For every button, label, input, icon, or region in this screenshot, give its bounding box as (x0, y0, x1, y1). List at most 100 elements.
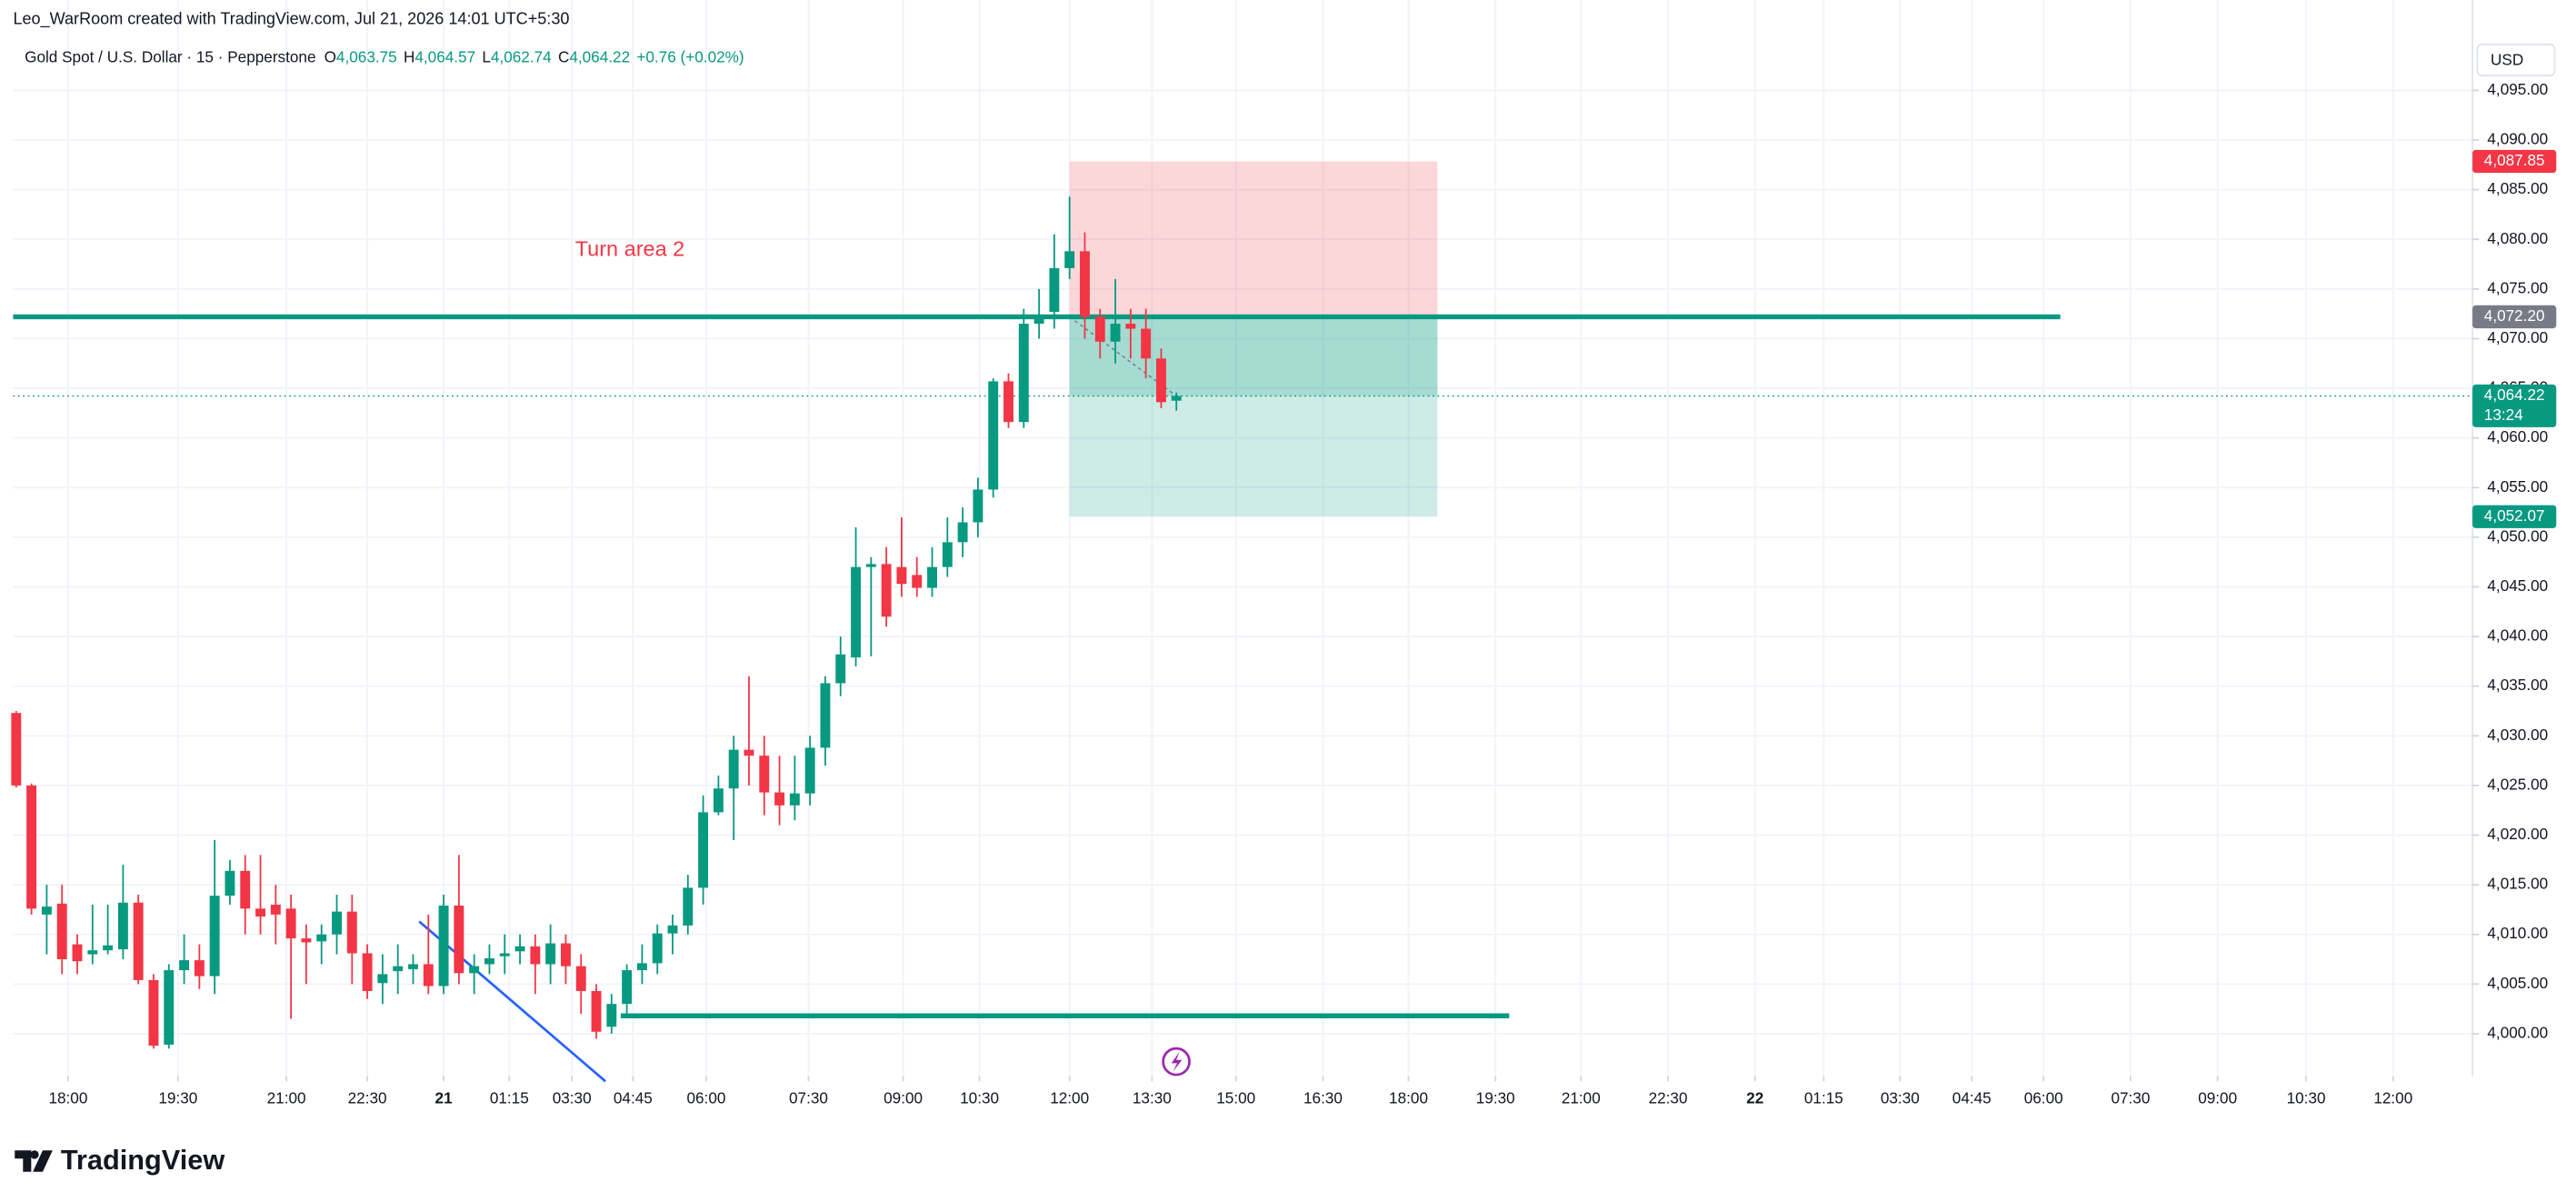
y-tick-label: 4,010.00 (2487, 924, 2548, 942)
x-tick-label: 01:15 (490, 1089, 529, 1107)
candle-body (927, 566, 937, 588)
candle-body (240, 870, 251, 909)
x-tick-label: 13:30 (1133, 1089, 1172, 1107)
price-label-box (2472, 305, 2557, 329)
candle-body (667, 925, 678, 934)
currency[interactable]: USD (2491, 50, 2523, 68)
ohlc-key: H (404, 47, 414, 65)
x-tick-label: 06:00 (686, 1089, 725, 1107)
y-tick-label: 4,015.00 (2487, 875, 2548, 893)
y-tick-label: 4,075.00 (2487, 278, 2548, 296)
candle-body (744, 749, 754, 756)
candle-body (26, 785, 37, 909)
candle-body (728, 749, 739, 789)
price-label: 4,072.20 (2484, 306, 2545, 325)
y-tick-label: 4,085.00 (2487, 179, 2548, 197)
candle-body (881, 564, 892, 617)
candle-body (377, 974, 388, 984)
candle-body (469, 966, 480, 974)
price-label: 4,064.22 (2484, 386, 2545, 404)
candle-body (301, 938, 312, 943)
candle-body (1171, 396, 1182, 401)
candle-body (636, 963, 647, 971)
x-tick-label: 07:30 (789, 1089, 828, 1107)
y-tick-label: 4,055.00 (2487, 477, 2548, 496)
candle-body (713, 788, 724, 813)
candle-body (41, 907, 52, 915)
price-label-box (2472, 384, 2557, 427)
candle-body (545, 943, 556, 965)
logo-mark[interactable] (15, 1150, 53, 1172)
candle-body (316, 934, 327, 942)
candle-body (942, 542, 953, 567)
candle-body (789, 793, 800, 806)
stop-zone (1069, 161, 1438, 317)
icon-bolt[interactable] (1171, 1051, 1183, 1072)
candle-body (988, 381, 999, 490)
candle-body (865, 564, 876, 567)
x-tick-label: 03:30 (1881, 1089, 1920, 1107)
logo-text[interactable]: TradingView (61, 1144, 225, 1176)
x-tick-label: 16:30 (1303, 1089, 1343, 1107)
candle-body (820, 683, 831, 748)
x-tick-label: 09:00 (2198, 1089, 2237, 1107)
logo[interactable]: TradingView (15, 1144, 225, 1176)
candle-body (332, 911, 342, 935)
candle-body (87, 950, 98, 955)
x-tick-label: 22:30 (1649, 1089, 1688, 1107)
x-tick-label: 04:45 (1952, 1089, 1992, 1107)
candle-body (957, 522, 968, 543)
x-tick-label: 06:00 (2024, 1089, 2063, 1107)
y-tick-label: 4,080.00 (2487, 229, 2548, 247)
candle-body (591, 990, 602, 1032)
candle-body (912, 575, 923, 588)
price-label: 4,052.07 (2484, 506, 2545, 525)
trendline (418, 920, 606, 1083)
candle-body (1033, 316, 1044, 325)
candle-body (973, 489, 983, 523)
x-tick-label: 04:45 (614, 1089, 653, 1107)
candle-body (1064, 251, 1075, 268)
countdown: 13:24 (2484, 406, 2523, 424)
candle-body (514, 946, 525, 952)
x-tick-label: 15:00 (1216, 1089, 1255, 1107)
candle-body (179, 960, 190, 971)
grid-layer (13, 0, 2473, 1077)
candle-body (423, 964, 434, 987)
candle-body (209, 896, 220, 977)
candle-body (194, 960, 205, 977)
y-tick-label: 4,030.00 (2487, 726, 2548, 744)
candle-body (285, 908, 296, 939)
ohlc-value: 4,063.75 (336, 47, 397, 65)
candle-body (606, 1004, 617, 1027)
profit-zone (1069, 316, 1438, 396)
y-tick-label: 4,005.00 (2487, 974, 2548, 992)
y-tick-label: 4,090.00 (2487, 130, 2548, 148)
candle-body (1003, 381, 1013, 423)
candle-body (454, 906, 464, 974)
credit: Leo_WarRoom created with TradingView.com… (13, 9, 569, 28)
y-tick-label: 4,045.00 (2487, 576, 2548, 595)
ohlc-key: O (324, 47, 336, 65)
candle-body (804, 747, 815, 794)
y-tick-label: 4,060.00 (2487, 427, 2548, 446)
symbol: Gold Spot / U.S. Dollar · 15 · Peppersto… (25, 47, 315, 65)
lightning-icon[interactable] (1162, 1047, 1191, 1077)
candle-body (103, 945, 114, 951)
price-label-box (2472, 505, 2557, 528)
candle-body (56, 903, 67, 960)
candle-body (575, 966, 586, 991)
candle-body (1110, 324, 1121, 342)
candle-body (438, 906, 449, 987)
candle-body (698, 812, 709, 888)
candle-body (1049, 267, 1060, 312)
currency-box[interactable] (2476, 43, 2556, 77)
x-tick-label: 12:00 (2373, 1089, 2412, 1107)
ohlc-value: 4,064.22 (569, 47, 630, 65)
x-tick-label: 09:00 (884, 1089, 923, 1107)
candle-body (11, 713, 22, 786)
candle-body (530, 946, 541, 965)
candle-body (72, 944, 83, 962)
y-tick-label: 4,035.00 (2487, 676, 2548, 694)
candle-body (255, 908, 265, 917)
